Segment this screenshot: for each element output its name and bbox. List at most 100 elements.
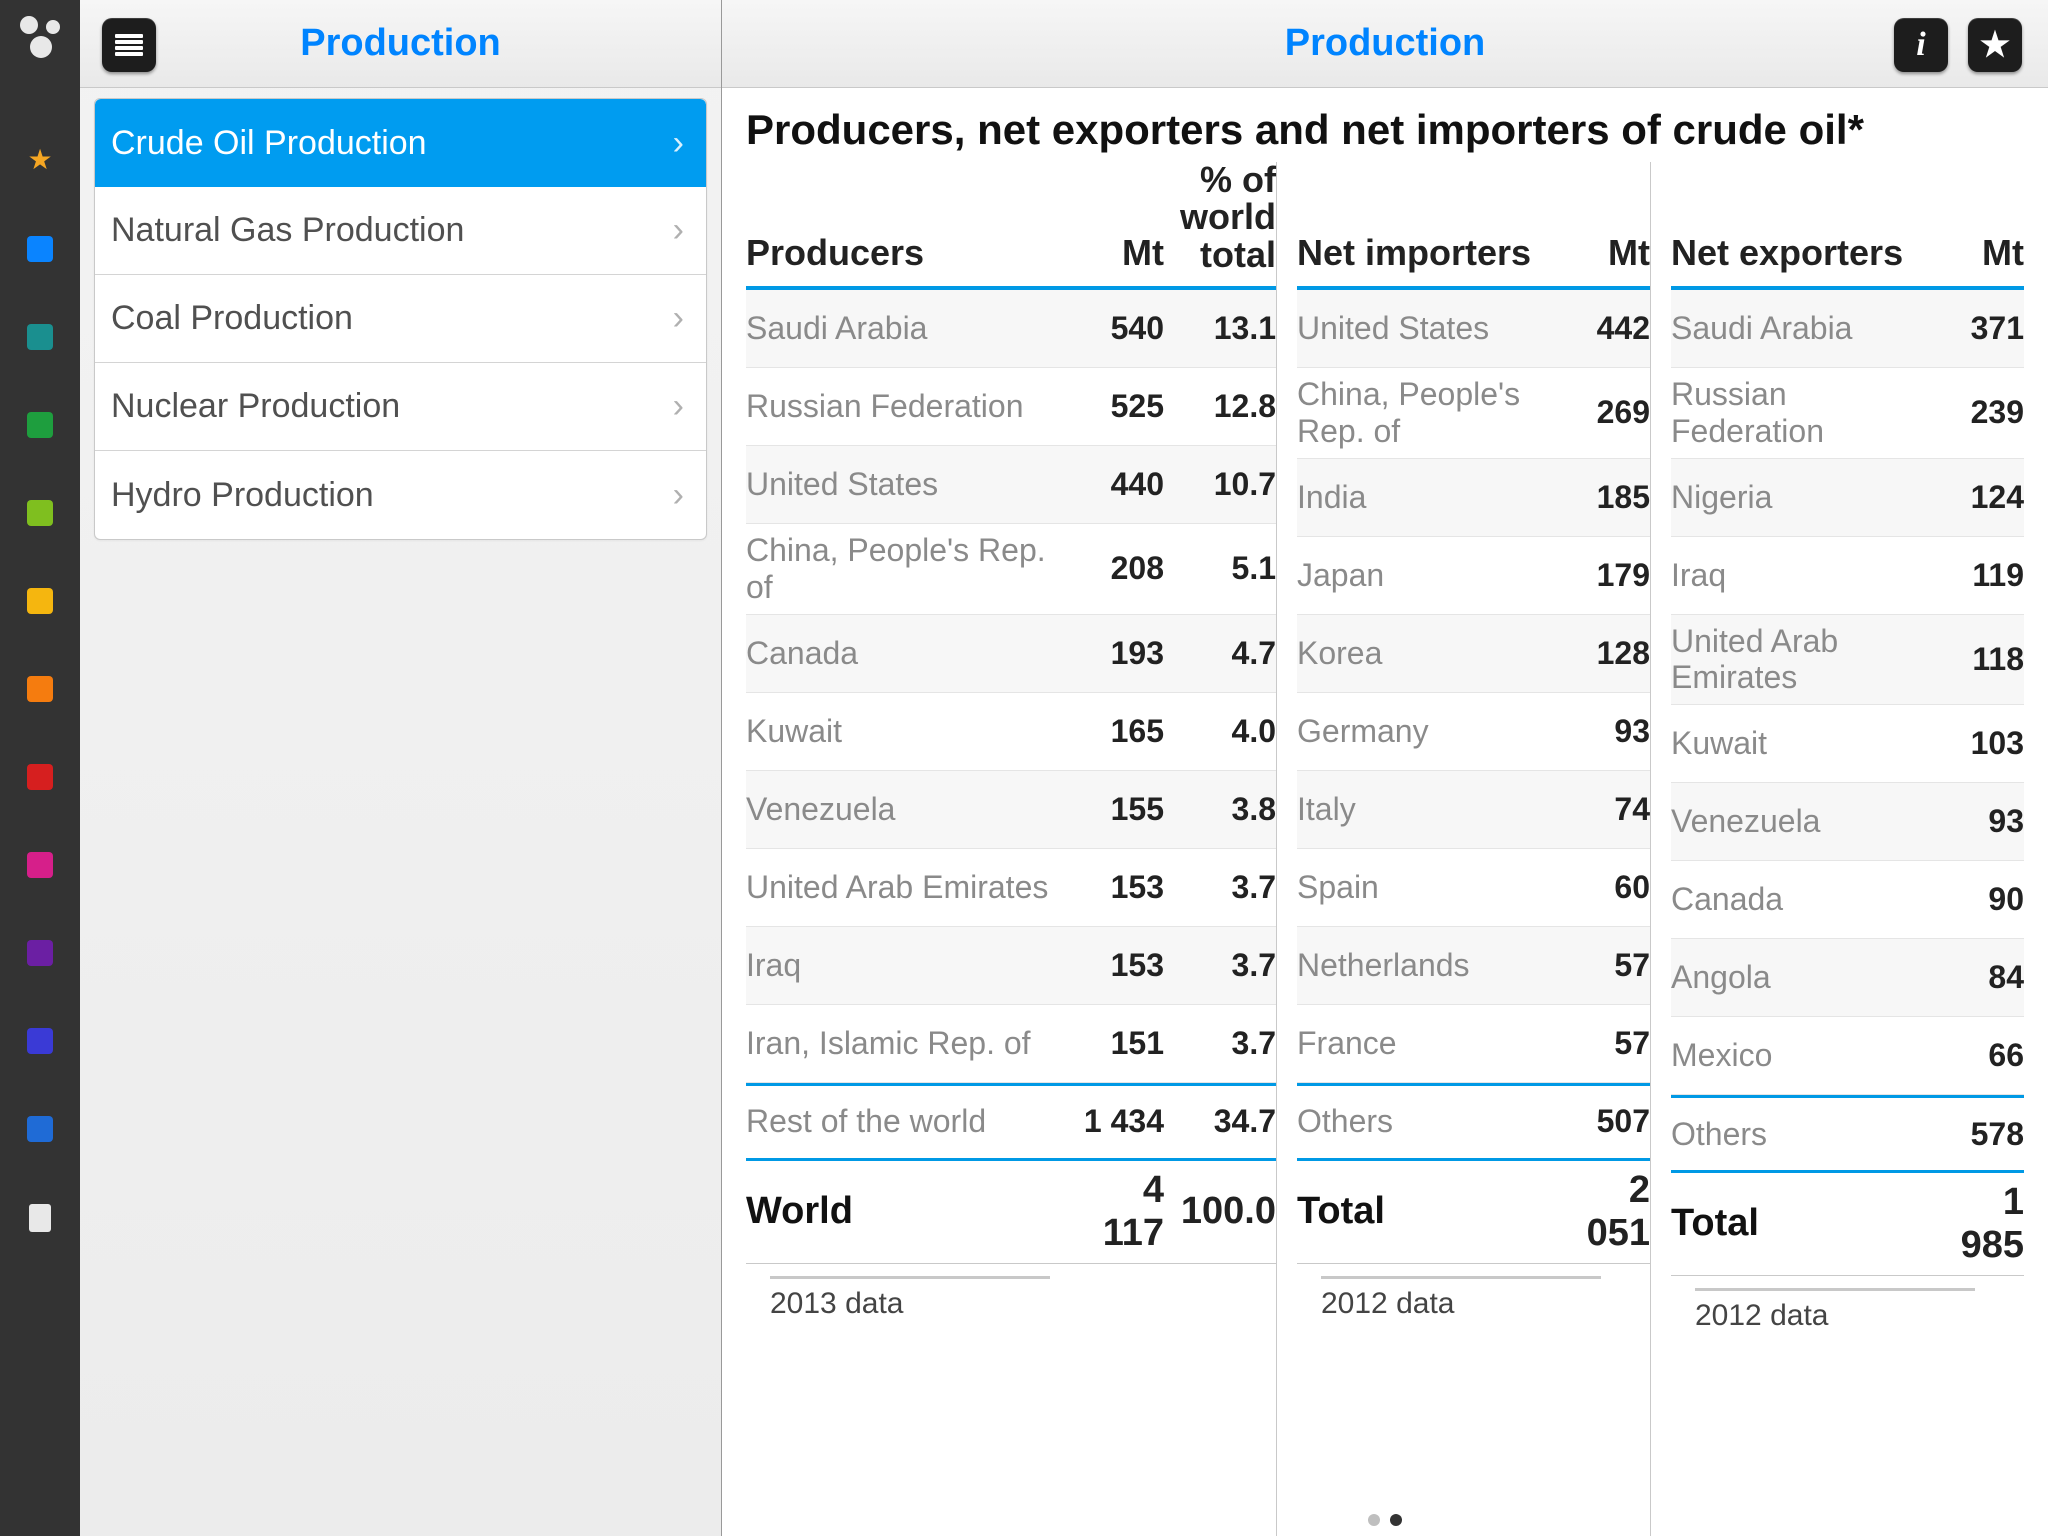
col-header-mt: Mt [1560,232,1650,274]
info-icon: i [1916,26,1925,64]
sidebar-item-label: Nuclear Production [111,387,400,426]
sidebar-panel: Production Crude Oil Production›Natural … [80,0,722,1536]
table-row: France57 [1297,1005,1650,1083]
rail-category-icon[interactable] [27,324,53,350]
table-row: Spain60 [1297,849,1650,927]
cell-mt: 371 [1934,310,2024,347]
rail-device-icon[interactable] [29,1204,51,1232]
cell-pct: 3.7 [1164,1025,1276,1062]
page-dot[interactable] [1368,1514,1380,1526]
sidebar-item[interactable]: Coal Production› [95,275,706,363]
cell-name: United States [1297,310,1560,347]
cell-mt: 269 [1560,394,1650,431]
cell-name: Rest of the world [746,1103,1074,1140]
cell-mt: 66 [1934,1037,2024,1074]
table-body: Saudi Arabia54013.1Russian Federation525… [746,290,1276,1264]
cell-pct: 3.7 [1164,869,1276,906]
app-logo-icon[interactable] [16,12,64,60]
rail-category-icon[interactable] [27,940,53,966]
table-row-rest: Rest of the world1 43434.7 [746,1083,1276,1161]
table-row: Germany93 [1297,693,1650,771]
cell-mt: 4 117 [1074,1169,1164,1255]
cell-mt: 124 [1934,479,2024,516]
note-bar [770,1276,1050,1279]
rail-category-icon[interactable] [27,676,53,702]
cell-name: United Arab Emirates [746,869,1074,906]
cell-name: Japan [1297,557,1560,594]
sidebar-item[interactable]: Nuclear Production › [95,363,706,451]
table-row: United States442 [1297,290,1650,368]
chevron-right-icon: › [673,387,684,426]
cell-mt: 185 [1560,479,1650,516]
cell-mt: 155 [1074,791,1164,828]
sidebar-item[interactable]: Natural Gas Production› [95,187,706,275]
table-header: ProducersMt% of world total [746,162,1276,290]
rail-category-icon[interactable] [27,588,53,614]
cell-mt: 540 [1074,310,1164,347]
table-row: United Arab Emirates1533.7 [746,849,1276,927]
info-button[interactable]: i [1894,18,1948,72]
page-dot[interactable] [1390,1514,1402,1526]
favorite-button[interactable]: ★ [1968,18,2022,72]
cell-mt: 74 [1560,791,1650,828]
table-row: Venezuela1553.8 [746,771,1276,849]
cell-name: Korea [1297,635,1560,672]
cell-name: World [746,1190,1074,1234]
sidebar-item-label: Crude Oil Production [111,124,427,163]
rail-category-icon[interactable] [27,764,53,790]
cell-mt: 442 [1560,310,1650,347]
chevron-right-icon: › [673,476,684,515]
note-text: 2013 data [770,1287,1276,1321]
cell-pct: 4.0 [1164,713,1276,750]
sidebar-item[interactable]: Crude Oil Production› [95,99,706,187]
table-header: Net importersMt [1297,162,1650,290]
rail-category-icon[interactable] [27,852,53,878]
cell-mt: 1 434 [1074,1103,1164,1140]
main-header: Production i ★ [722,0,2048,88]
cell-name: Angola [1671,959,1934,996]
cell-mt: 151 [1074,1025,1164,1062]
table-row: United Arab Emirates118 [1671,615,2024,706]
cell-name: Kuwait [1671,725,1934,762]
note-bar [1695,1288,1975,1291]
cell-name: Venezuela [746,791,1074,828]
cell-name: France [1297,1025,1560,1062]
cell-name: Russian Federation [1671,376,1934,450]
table-row-total: Total2 051 [1297,1161,1650,1264]
rail-category-icon[interactable] [27,1028,53,1054]
rail-category-icon[interactable] [27,1116,53,1142]
cell-name: Italy [1297,791,1560,828]
cell-mt: 93 [1934,803,2024,840]
cell-pct: 3.7 [1164,947,1276,984]
chevron-right-icon: › [673,211,684,250]
menu-button[interactable] [102,18,156,72]
producers-table: ProducersMt% of world totalSaudi Arabia5… [746,162,1276,1536]
cell-mt: 128 [1560,635,1650,672]
table-row: United States44010.7 [746,446,1276,524]
cell-mt: 57 [1560,1025,1650,1062]
table-row: China, People's Rep. of269 [1297,368,1650,459]
exporters-table: Net exportersMtSaudi Arabia371Russian Fe… [1651,162,2024,1536]
page-indicator[interactable] [1368,1514,1402,1526]
cell-mt: 578 [1934,1116,2024,1153]
col-header-name: Net exporters [1671,232,1934,274]
rail-favorites-icon[interactable]: ★ [27,146,52,174]
page-title: Producers, net exporters and net importe… [746,106,2024,154]
chevron-right-icon: › [673,299,684,338]
rail-category-icon[interactable] [27,500,53,526]
table-row: Nigeria124 [1671,459,2024,537]
cell-mt: 193 [1074,635,1164,672]
cell-name: Iran, Islamic Rep. of [746,1025,1074,1062]
rail-category-icon[interactable] [27,412,53,438]
sidebar-title: Production [300,22,501,65]
sidebar-item[interactable]: Hydro Production› [95,451,706,539]
main-panel: Production i ★ Producers, net exporters … [722,0,2048,1536]
rail-category-icon[interactable] [27,236,53,262]
table-row: Canada90 [1671,861,2024,939]
cell-mt: 118 [1934,641,2024,678]
table-row: Russian Federation239 [1671,368,2024,459]
cell-name: Total [1297,1190,1560,1234]
cell-name: China, People's Rep. of [746,532,1074,606]
cell-pct: 100.0 [1164,1190,1276,1233]
cell-name: Nigeria [1671,479,1934,516]
